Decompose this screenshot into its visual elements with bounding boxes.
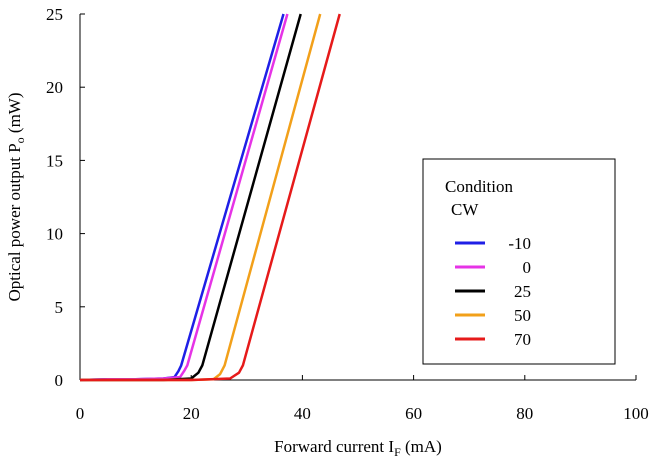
legend-label--10: -10 bbox=[508, 234, 531, 253]
x-tick-label: 20 bbox=[183, 404, 200, 423]
legend-label-25: 25 bbox=[514, 282, 531, 301]
legend-items: -10 0 25 50 70 bbox=[455, 234, 531, 349]
y-tick-label: 15 bbox=[46, 151, 63, 170]
y-tick-label: 20 bbox=[46, 78, 63, 97]
plot-area: 0 20 40 60 80 100 0 5 10 15 20 25 bbox=[46, 5, 649, 423]
x-tick-label: 0 bbox=[76, 404, 85, 423]
x-axis-label-subscript: F bbox=[394, 445, 401, 459]
x-ticks: 0 20 40 60 80 100 bbox=[76, 375, 649, 423]
x-axis-label: Forward current IF (mA) bbox=[274, 437, 442, 459]
legend-label-70: 70 bbox=[514, 330, 531, 349]
series-line-0 bbox=[79, 13, 289, 382]
x-tick-label: 60 bbox=[405, 404, 422, 423]
x-tick-label: 100 bbox=[623, 404, 649, 423]
y-tick-label: 0 bbox=[55, 371, 64, 390]
x-tick-label: 80 bbox=[516, 404, 533, 423]
series-line-70 bbox=[80, 13, 341, 382]
y-axis-label-subscript: o bbox=[13, 137, 27, 143]
legend: Condition CW -10 0 25 50 70 bbox=[422, 158, 616, 365]
legend-subtitle: CW bbox=[451, 200, 479, 219]
y-tick-label: 25 bbox=[46, 5, 63, 24]
y-ticks: 0 5 10 15 20 25 bbox=[46, 5, 85, 390]
series-lines bbox=[79, 13, 341, 382]
y-axis-label: Optical power output Po (mW) bbox=[5, 92, 27, 301]
y-tick-label: 5 bbox=[55, 298, 64, 317]
y-tick-label: 10 bbox=[46, 225, 63, 244]
x-tick-label: 40 bbox=[294, 404, 311, 423]
legend-label-50: 50 bbox=[514, 306, 531, 325]
legend-label-0: 0 bbox=[523, 258, 532, 277]
legend-box bbox=[422, 158, 616, 365]
legend-title: Condition bbox=[445, 177, 514, 196]
